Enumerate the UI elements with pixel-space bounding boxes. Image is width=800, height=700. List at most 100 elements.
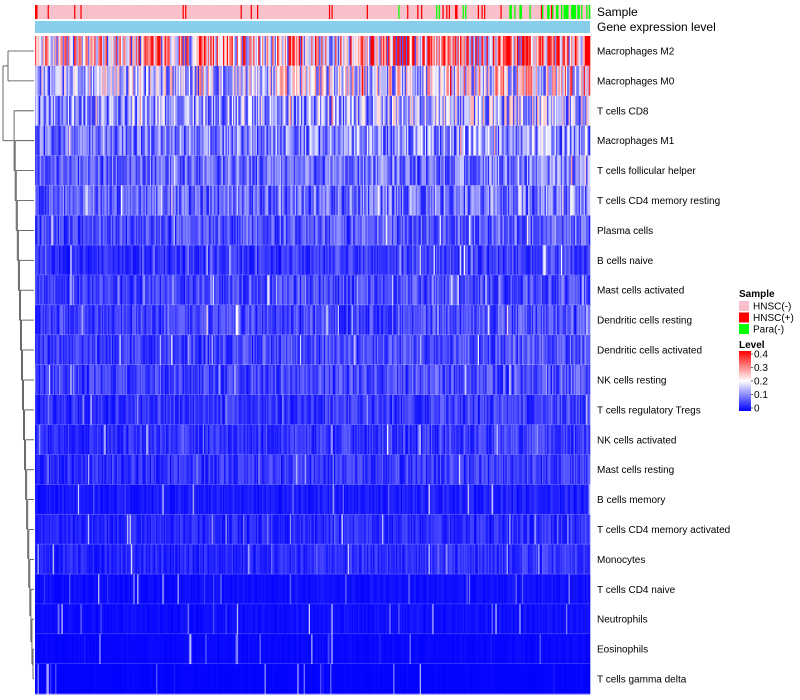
sample-cell — [528, 5, 530, 19]
heatmap-cell — [147, 95, 149, 127]
sample-cell — [243, 5, 245, 19]
heatmap-cell — [448, 36, 451, 67]
sample-cell — [275, 5, 278, 19]
heatmap-cell — [317, 215, 320, 246]
heatmap-cell — [375, 305, 378, 336]
heatmap-cell — [304, 215, 307, 246]
heatmap-cell — [250, 155, 253, 186]
sample-cell — [332, 5, 335, 19]
heatmap-cell — [278, 245, 280, 276]
heatmap-cell — [423, 125, 426, 156]
heatmap-cell — [424, 95, 427, 127]
heatmap-cell — [497, 305, 500, 336]
heatmap-cell — [95, 36, 98, 67]
heatmap-cell — [398, 275, 400, 306]
heatmap-cell — [72, 335, 75, 366]
heatmap-cell — [558, 215, 561, 246]
heatmap-cell — [248, 305, 250, 336]
heatmap-cell — [525, 245, 528, 276]
heatmap-cell — [533, 245, 535, 276]
heatmap-cell — [519, 36, 521, 67]
heatmap-cell — [306, 215, 308, 246]
heatmap-cell — [323, 245, 326, 276]
heatmap-cell — [282, 215, 284, 246]
heatmap-cell — [470, 125, 472, 156]
heatmap-cell — [581, 275, 583, 306]
heatmap-cell — [56, 65, 58, 97]
heatmap-cell — [574, 95, 577, 127]
heatmap-cell — [442, 65, 444, 97]
heatmap-cell — [134, 185, 137, 216]
heatmap-cell — [113, 245, 115, 276]
heatmap-cell — [371, 125, 374, 156]
heatmap-cell — [221, 65, 224, 97]
heatmap-cell — [183, 185, 186, 216]
heatmap-cell — [42, 155, 45, 186]
heatmap-cell — [417, 305, 419, 336]
sample-cell — [297, 5, 299, 19]
heatmap-cell — [490, 125, 492, 156]
heatmap-cell — [144, 95, 147, 127]
heatmap-cell — [240, 65, 243, 97]
heatmap-cell — [191, 155, 193, 186]
heatmap-cell — [328, 275, 331, 306]
heatmap-cell — [407, 65, 409, 97]
heatmap-cell — [278, 215, 280, 246]
heatmap-cell — [364, 305, 366, 336]
heatmap-cell — [481, 36, 484, 67]
sample-cell — [510, 5, 513, 19]
heatmap-cell — [502, 215, 505, 246]
heatmap-cell — [476, 155, 479, 186]
heatmap-cell — [567, 36, 569, 67]
heatmap-cell — [496, 95, 499, 127]
heatmap-cell — [587, 275, 590, 306]
heatmap-cell — [303, 36, 306, 67]
heatmap-cell — [433, 95, 436, 127]
heatmap-cell — [519, 185, 521, 216]
sample-cell — [447, 5, 450, 19]
heatmap-cell — [148, 125, 151, 156]
heatmap-cell — [524, 155, 526, 186]
heatmap-cell — [111, 65, 114, 97]
heatmap-cell — [504, 305, 506, 336]
heatmap-cell — [42, 95, 45, 127]
heatmap-cell — [220, 245, 222, 276]
heatmap-cell — [46, 65, 48, 97]
heatmap-cell — [245, 95, 248, 127]
sample-cell — [511, 5, 514, 19]
sample-cell — [519, 5, 521, 19]
heatmap-cell — [91, 36, 94, 67]
heatmap-cell — [491, 36, 494, 67]
heatmap-cell — [90, 125, 93, 156]
heatmap-cell — [250, 95, 253, 127]
heatmap-cell — [526, 125, 529, 156]
heatmap-cell — [336, 215, 339, 246]
heatmap-cell — [351, 275, 354, 306]
heatmap-cell — [172, 65, 175, 97]
sample-cell — [557, 5, 559, 19]
heatmap-cell — [146, 245, 148, 276]
heatmap-cell — [502, 155, 505, 186]
heatmap-cell — [287, 65, 289, 97]
heatmap-cell — [181, 215, 183, 246]
heatmap-cell — [211, 185, 214, 216]
heatmap-cell — [318, 275, 321, 306]
heatmap-cell — [163, 125, 166, 156]
heatmap-cell — [230, 245, 233, 276]
heatmap-cell — [284, 125, 287, 156]
heatmap-cell — [65, 155, 67, 186]
heatmap-cell — [495, 95, 497, 127]
heatmap-cell — [409, 125, 412, 156]
heatmap-cell — [439, 305, 442, 336]
heatmap-cell — [552, 185, 554, 216]
heatmap-cell — [436, 215, 438, 246]
heatmap-cell — [481, 65, 484, 97]
heatmap-cell — [225, 95, 228, 127]
heatmap-cell — [582, 95, 584, 127]
heatmap-cell — [99, 155, 101, 186]
heatmap-cell — [533, 215, 535, 246]
heatmap-cell — [196, 215, 199, 246]
sample-cell — [508, 5, 510, 19]
heatmap-cell — [446, 36, 448, 67]
heatmap-cell — [479, 305, 481, 336]
